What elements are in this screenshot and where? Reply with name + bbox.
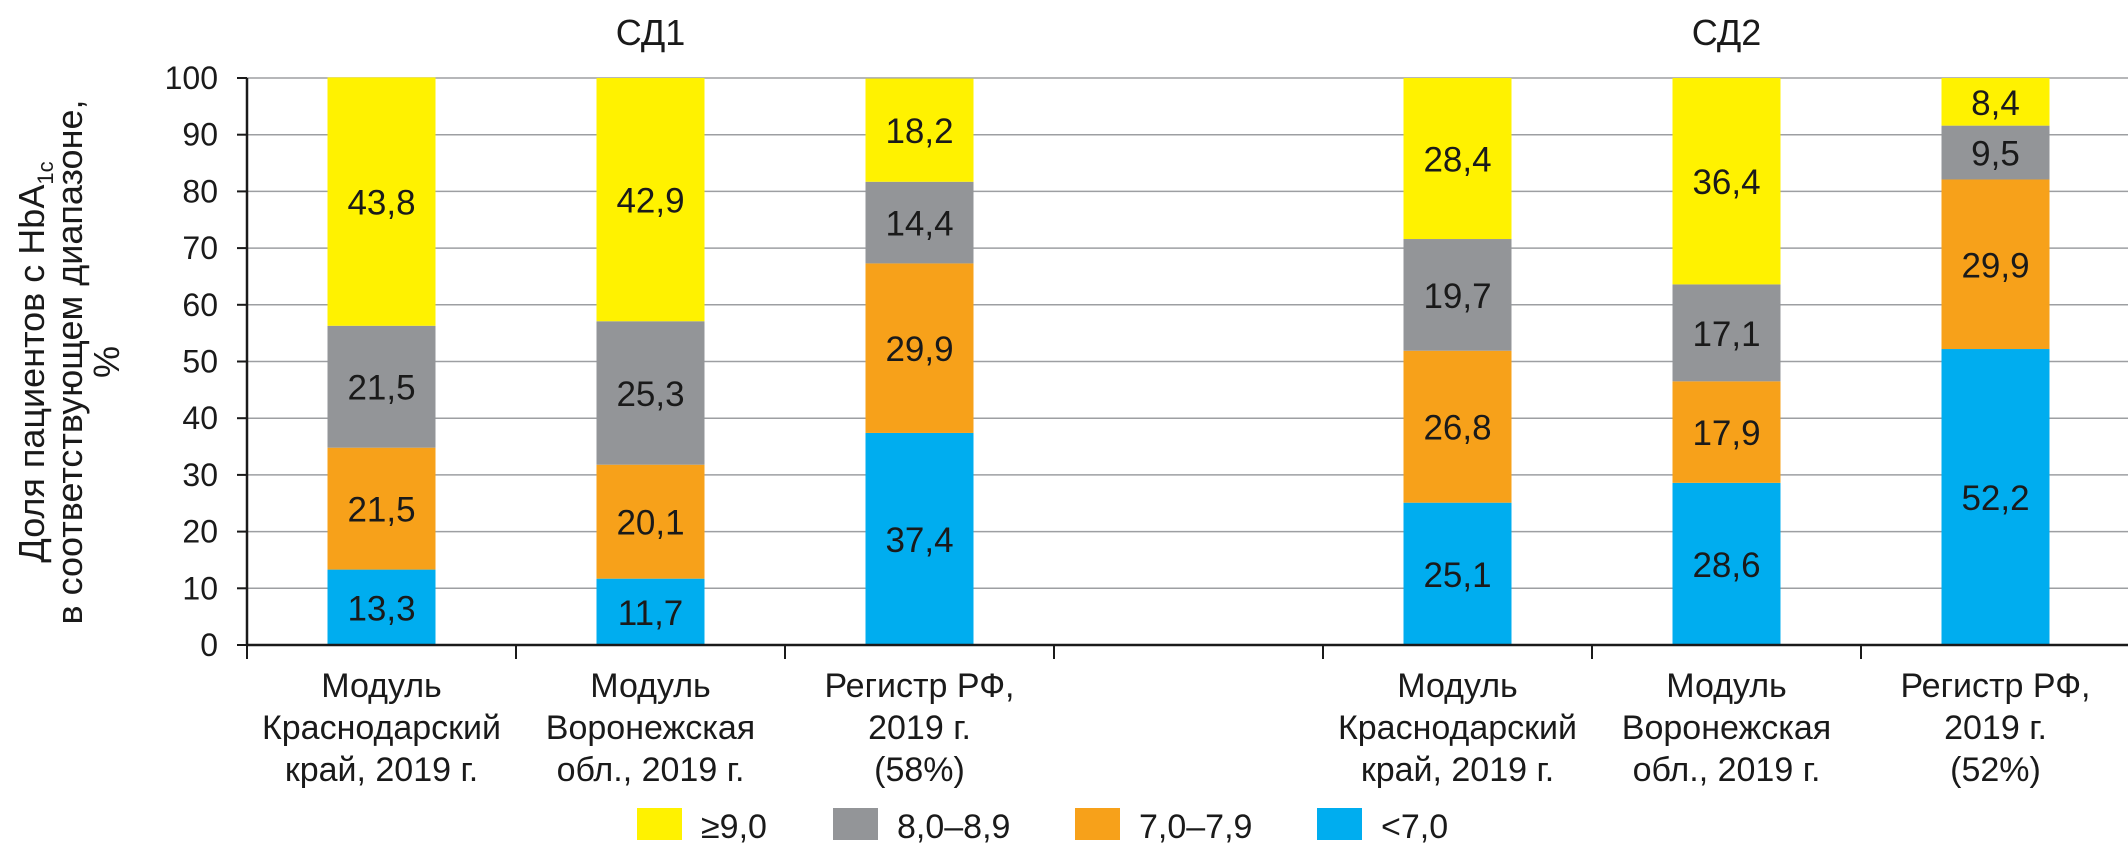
bar-segment [865,181,974,264]
bar-segment [596,321,705,465]
x-category-label: Воронежская [546,709,755,747]
bar-segment [596,78,705,322]
data-label: 11,7 [618,594,684,633]
y-tick-label: 70 [182,230,218,266]
y-tick-label: 30 [182,457,218,493]
y-tick-label: 90 [182,117,218,153]
legend-label: ≥9,0 [701,808,767,846]
x-category-label: Модуль [321,667,442,705]
bar-segment [1941,125,2050,180]
x-category-label: 2019 г. [1944,709,2047,747]
data-label: 21,5 [347,491,415,530]
bar-segment [327,447,436,570]
bar-segment [596,578,705,645]
data-label: 17,9 [1692,414,1760,453]
data-label: 36,4 [1692,163,1760,202]
bar-segment [1672,78,1781,285]
data-label: 29,9 [1961,246,2029,285]
legend-swatch [1075,808,1120,840]
data-label: 17,1 [1692,315,1760,354]
x-category-label: 2019 г. [868,709,971,747]
data-label: 25,1 [1423,556,1491,595]
group-title: СД1 [616,12,686,53]
data-label: 26,8 [1423,409,1491,448]
data-label: 19,7 [1423,277,1491,316]
bar-segment [1403,350,1512,503]
bar-segment [327,569,436,645]
data-label: 14,4 [885,205,953,244]
y-tick-label: 50 [182,344,218,380]
data-label: 20,1 [616,504,684,543]
legend-label: 8,0–8,9 [897,808,1010,846]
group-title: СД2 [1692,12,1762,53]
legend-label: <7,0 [1381,808,1448,846]
bar-segment [865,432,974,645]
y-tick-label: 100 [165,60,218,96]
bar-segment [1941,349,2050,645]
x-category-label: (58%) [874,751,965,789]
data-label: 42,9 [616,182,684,221]
x-category-label: край, 2019 г. [285,751,478,789]
bar-segment [1672,482,1781,645]
bar-segment [1403,78,1512,240]
data-label: 37,4 [885,521,953,560]
data-label: 18,2 [885,112,953,151]
x-category-label: Краснодарский [262,709,501,747]
bar-segment [596,464,705,579]
y-tick-label: 80 [182,173,218,209]
data-label: 9,5 [1971,135,2020,174]
x-category-label: обл., 2019 г. [1633,751,1821,789]
bar-segment [865,263,974,433]
legend-swatch [833,808,878,840]
x-category-label: Регистр РФ, [1900,667,2090,705]
data-label: 21,5 [347,369,415,408]
bar-segment [1403,502,1512,645]
data-label: 29,9 [885,330,953,369]
legend-swatch [637,808,682,840]
x-category-label: Краснодарский [1338,709,1577,747]
y-tick-label: 40 [182,400,218,436]
bar-segment [1941,179,2050,350]
data-label: 52,2 [1961,479,2029,518]
x-category-label: Модуль [1397,667,1518,705]
data-label: 8,4 [1971,84,2020,123]
x-category-label: Воронежская [1622,709,1831,747]
bar-segment [1403,239,1512,351]
y-tick-label: 60 [182,287,218,323]
bar-segment [865,78,974,182]
y-axis-title: Доля пациентов с HbA1c [11,161,58,562]
x-category-label: (52%) [1950,751,2041,789]
bar-segment [327,77,436,326]
bar-segment [1941,78,2050,126]
legend-swatch [1317,808,1362,840]
legend-label: 7,0–7,9 [1139,808,1252,846]
x-category-label: Модуль [590,667,711,705]
bar-segment [327,325,436,448]
data-label: 25,3 [616,375,684,414]
y-axis-title-line3: % [86,346,127,378]
data-label: 28,6 [1692,546,1760,585]
data-label: 28,4 [1423,141,1491,180]
x-category-label: Регистр РФ, [824,667,1014,705]
y-tick-label: 20 [182,514,218,550]
bar-segment [1672,381,1781,483]
data-label: 13,3 [347,589,415,628]
x-category-label: Модуль [1666,667,1787,705]
bar-segment [1672,284,1781,382]
x-category-label: обл., 2019 г. [557,751,745,789]
x-category-label: край, 2019 г. [1361,751,1554,789]
y-tick-label: 0 [200,627,218,663]
data-label: 43,8 [347,184,415,223]
y-tick-label: 10 [182,570,218,606]
y-axis-title-line2: в соответствующем диапазоне, [49,100,90,625]
